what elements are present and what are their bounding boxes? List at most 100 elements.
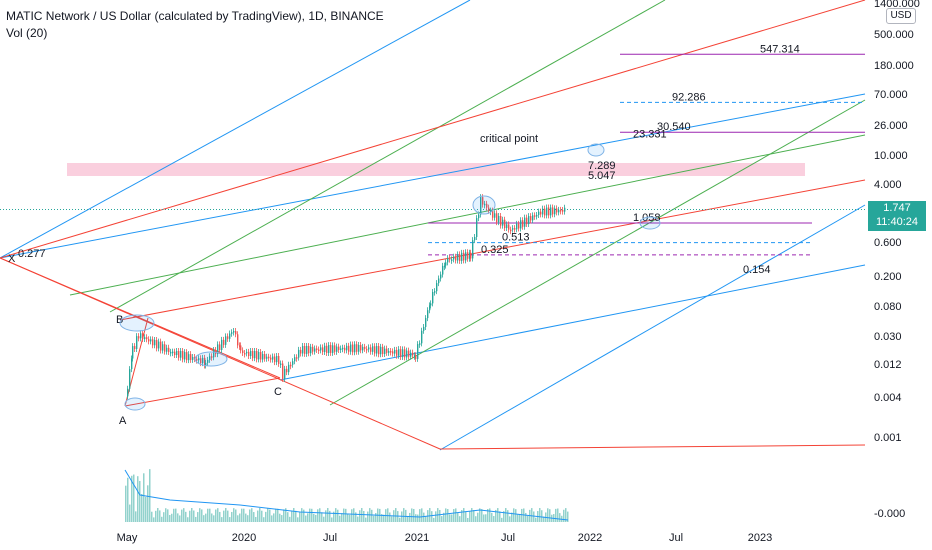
candle xyxy=(534,215,536,217)
volume-bar xyxy=(389,512,391,522)
volume-bar xyxy=(263,517,265,522)
candle xyxy=(556,208,558,213)
volume-bar xyxy=(333,511,335,522)
candle xyxy=(500,216,502,226)
candle xyxy=(264,354,266,359)
volume-bar xyxy=(157,508,159,522)
volume-bar xyxy=(125,485,127,522)
volume-bar xyxy=(443,512,445,522)
volume-bar xyxy=(535,517,537,522)
candle xyxy=(449,258,451,260)
volume-bar xyxy=(439,509,441,522)
y-tick-label: 0.030 xyxy=(874,331,902,343)
candle xyxy=(414,355,416,357)
volume-bar xyxy=(195,516,197,522)
candle xyxy=(506,224,508,229)
candle xyxy=(538,211,540,215)
volume-bar xyxy=(275,508,277,522)
volume-bar xyxy=(415,514,417,522)
candle xyxy=(312,346,314,352)
volume-bar xyxy=(241,508,243,522)
candle xyxy=(207,359,209,363)
candle xyxy=(154,340,156,346)
volume-bar xyxy=(279,513,281,522)
volume-bar xyxy=(373,515,375,522)
candle xyxy=(417,344,419,359)
candle xyxy=(494,213,496,218)
volume-bar xyxy=(363,510,365,522)
candle xyxy=(496,213,498,223)
candle xyxy=(467,252,469,259)
candle xyxy=(322,347,324,353)
volume-bar xyxy=(331,517,333,522)
volume-bar xyxy=(485,514,487,522)
candle xyxy=(176,350,178,356)
candle xyxy=(552,207,554,215)
candle xyxy=(358,345,360,352)
x-tick-label: May xyxy=(117,532,138,544)
candle xyxy=(394,349,396,354)
volume-bar xyxy=(207,508,209,522)
candle xyxy=(402,349,404,358)
candle xyxy=(384,348,386,354)
candle xyxy=(156,340,158,349)
volume-bar xyxy=(503,511,505,522)
current-price-badge: 1.747 11:40:24 xyxy=(868,201,926,231)
candle xyxy=(231,332,233,334)
volume-bar xyxy=(171,513,173,522)
volume-bar xyxy=(447,509,449,522)
candle xyxy=(482,197,484,205)
candle xyxy=(469,252,471,259)
candle xyxy=(512,228,514,230)
candle xyxy=(192,357,194,360)
candle xyxy=(219,344,221,350)
candle xyxy=(260,352,262,360)
volume-bar xyxy=(131,475,133,522)
trend-line xyxy=(439,204,866,451)
volume-bar xyxy=(329,510,331,522)
candle xyxy=(316,348,318,350)
candle xyxy=(562,210,564,212)
candle xyxy=(258,352,260,360)
y-tick-label: 180.000 xyxy=(874,60,914,72)
candle xyxy=(427,310,429,319)
volume-bar xyxy=(479,508,481,522)
candle xyxy=(484,203,486,206)
candle xyxy=(470,252,472,259)
trend-line xyxy=(119,179,866,321)
candle xyxy=(364,346,366,349)
candle xyxy=(522,220,524,227)
candle xyxy=(445,262,447,266)
current-price-value: 1.747 xyxy=(883,202,911,214)
candle xyxy=(205,362,207,366)
trend-line xyxy=(0,93,866,259)
volume-bar xyxy=(265,511,267,522)
volume-bar xyxy=(469,511,471,522)
candle xyxy=(136,336,138,349)
candle xyxy=(508,224,510,230)
candle xyxy=(542,208,544,215)
candle xyxy=(368,347,370,350)
candle xyxy=(429,305,431,311)
volume-bar xyxy=(395,508,397,522)
candle xyxy=(423,326,425,331)
candle xyxy=(174,351,176,356)
candle xyxy=(340,348,342,350)
candle xyxy=(294,357,296,362)
candle xyxy=(332,345,334,353)
volume-bar xyxy=(353,508,355,522)
volume-bar xyxy=(449,514,451,522)
volume-bar xyxy=(187,517,189,522)
volume-bar xyxy=(183,508,185,522)
volume-bar xyxy=(299,511,301,522)
candle xyxy=(524,217,526,227)
currency-button[interactable]: USD xyxy=(886,8,916,24)
candle xyxy=(488,207,490,211)
candle xyxy=(148,339,150,342)
volume-bar xyxy=(335,508,337,522)
volume-bar xyxy=(289,516,291,522)
candle xyxy=(129,369,131,389)
candle xyxy=(276,356,278,363)
candle xyxy=(463,252,465,261)
